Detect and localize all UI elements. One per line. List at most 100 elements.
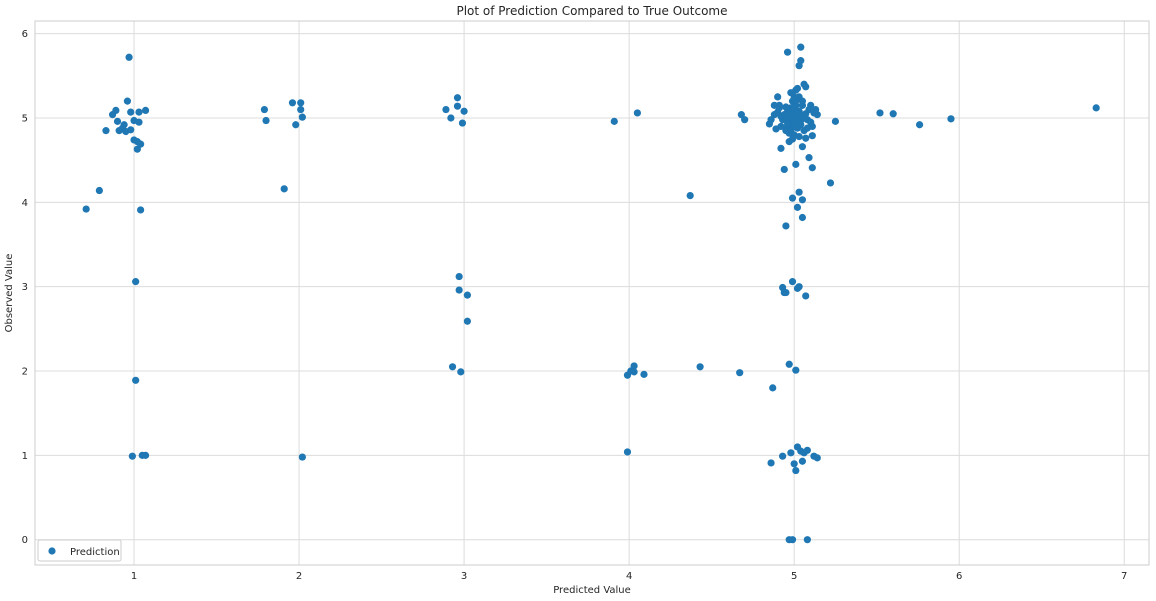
data-point [792, 366, 800, 374]
data-point [783, 120, 792, 128]
y-tick-label: 2 [22, 367, 28, 378]
axes-frame [34, 20, 1150, 566]
data-point [633, 109, 641, 117]
data-point [790, 460, 798, 468]
data-point [292, 121, 300, 129]
data-point [447, 114, 455, 122]
x-axis-ticks: 1 2 3 4 5 6 7 [131, 571, 1128, 582]
data-point [795, 283, 803, 291]
data-point [123, 97, 132, 105]
plot-area [35, 21, 1149, 565]
data-point [802, 134, 810, 142]
data-point [795, 132, 803, 141]
data-point [788, 135, 797, 143]
data-point [137, 140, 145, 148]
data-point [457, 368, 465, 376]
data-point [463, 291, 471, 299]
data-point [783, 48, 792, 56]
data-point [775, 104, 783, 112]
x-tick-label: 6 [956, 571, 962, 582]
x-axis-label: Predicted Value [553, 585, 631, 596]
data-point [127, 108, 135, 116]
data-point [798, 213, 807, 222]
data-point [95, 186, 103, 195]
y-axis-label: Observed Value [4, 254, 15, 333]
x-tick-label: 7 [1121, 571, 1127, 582]
data-point [458, 119, 467, 127]
data-point [797, 57, 805, 65]
y-axis-ticks: 0 1 2 3 4 5 6 [22, 29, 28, 546]
data-point [736, 369, 744, 377]
data-point [947, 115, 955, 123]
data-point [640, 370, 648, 378]
data-point [793, 124, 802, 132]
data-point [803, 536, 811, 544]
data-point [132, 278, 140, 286]
plot-border [34, 20, 1150, 566]
data-point [782, 127, 790, 135]
data-point [793, 203, 802, 211]
data-point [113, 117, 122, 125]
y-tick-label: 0 [22, 535, 28, 546]
data-point [788, 278, 797, 286]
data-point [782, 222, 790, 230]
data-point [782, 103, 790, 111]
y-tick-label: 3 [22, 282, 28, 293]
data-point [455, 286, 463, 294]
data-point [623, 448, 632, 456]
data-point [798, 143, 807, 151]
data-point [741, 116, 749, 124]
data-point [82, 205, 90, 213]
data-point [803, 124, 811, 132]
y-tick-label: 6 [22, 29, 28, 40]
data-point [696, 363, 704, 371]
data-point [793, 118, 802, 126]
data-point [460, 107, 468, 115]
data-point [779, 116, 787, 124]
data-point [453, 102, 462, 110]
data-point [262, 116, 270, 125]
data-point [777, 122, 785, 131]
y-tick-label: 1 [22, 451, 28, 462]
data-points [82, 43, 1100, 544]
data-point [128, 452, 136, 460]
data-point [876, 109, 884, 117]
data-point [831, 117, 840, 125]
data-point [630, 368, 638, 376]
legend-marker [48, 547, 56, 555]
data-point [125, 53, 133, 61]
data-point [790, 93, 798, 101]
data-point [280, 185, 288, 193]
data-point [769, 384, 777, 392]
data-point [797, 111, 805, 119]
data-point [774, 93, 782, 101]
data-point [112, 106, 120, 114]
x-tick-label: 4 [626, 571, 632, 582]
legend-box [37, 539, 122, 562]
data-point [135, 108, 143, 116]
data-point [788, 536, 797, 544]
data-point [453, 94, 462, 102]
data-point [1092, 104, 1100, 112]
data-point [777, 144, 785, 152]
data-point [120, 121, 128, 129]
data-point [792, 160, 800, 168]
y-tick-label: 4 [22, 198, 28, 209]
data-point [137, 206, 145, 214]
data-point [297, 105, 305, 114]
data-point [787, 449, 795, 457]
data-point [826, 179, 835, 187]
data-point [780, 165, 788, 174]
data-point [916, 121, 924, 129]
x-tick-label: 5 [791, 571, 797, 582]
data-point [442, 105, 450, 114]
chart-title: Plot of Prediction Compared to True Outc… [456, 4, 727, 18]
data-point [798, 457, 807, 465]
data-point [810, 109, 818, 117]
legend-label: Prediction [70, 547, 120, 558]
data-point [797, 43, 805, 51]
data-point [813, 454, 821, 462]
data-point [448, 363, 457, 371]
data-point [793, 84, 802, 93]
